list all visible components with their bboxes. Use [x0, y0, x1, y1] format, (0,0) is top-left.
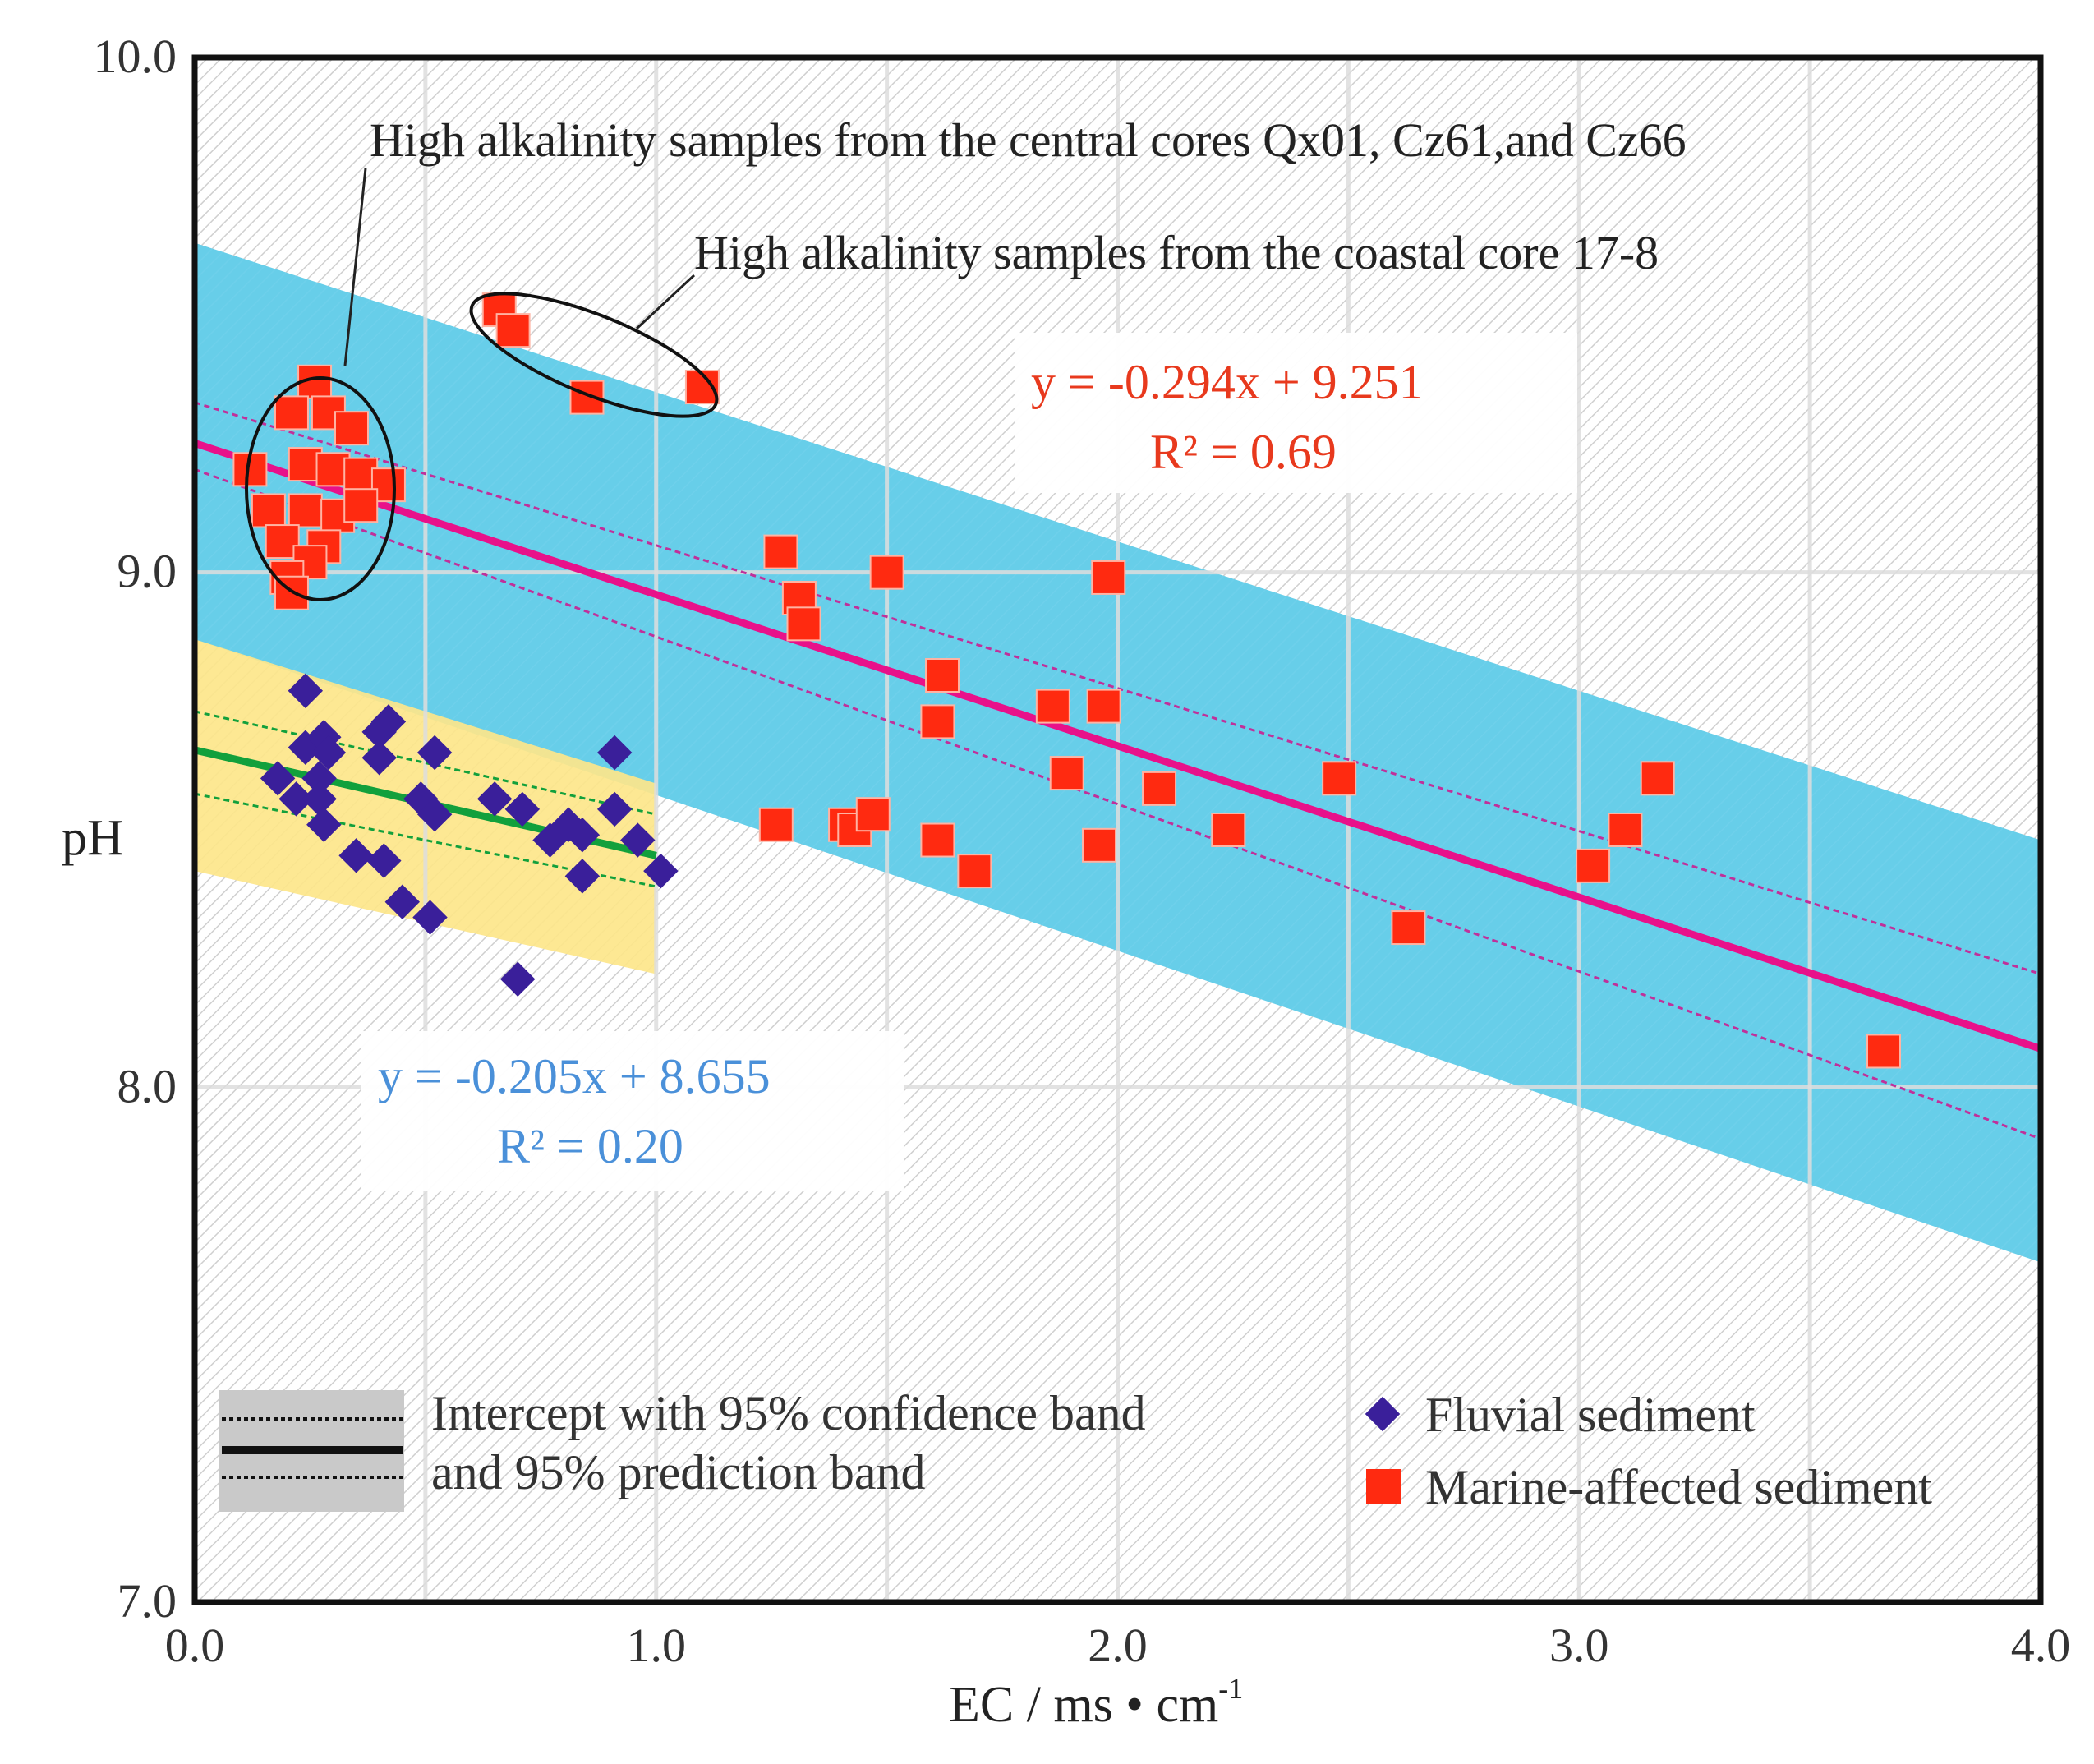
marine-point	[1082, 827, 1117, 863]
x-tick-label: 1.0	[627, 1619, 687, 1672]
legend: Intercept with 95% confidence band and 9…	[219, 1386, 1932, 1514]
marine-point	[1035, 689, 1070, 724]
marine-point	[370, 467, 406, 503]
marine-confidence-upper	[195, 401, 2041, 975]
marine-point	[1322, 761, 1357, 796]
fluvial-point	[338, 838, 374, 873]
annotation-coastal-core: High alkalinity samples from the coastal…	[694, 226, 1659, 279]
marine-point	[758, 807, 794, 842]
x-tick-label: 0.0	[165, 1619, 225, 1672]
x-tick-label: 3.0	[1549, 1619, 1609, 1672]
legend-marine-label: Marine-affected sediment	[1425, 1460, 1932, 1514]
fluvial-point	[500, 961, 536, 997]
fluvial-point	[412, 900, 448, 935]
marine-point	[1640, 761, 1675, 796]
marine-fit-line	[195, 440, 2041, 1052]
marine-r2: R² = 0.69	[1150, 425, 1337, 479]
marine-confidence-lower	[195, 467, 2041, 1140]
legend-band-text-line2: and 95% prediction band	[431, 1445, 926, 1499]
marine-point	[763, 534, 798, 569]
x-axis-label-superscript: -1	[1218, 1672, 1243, 1705]
marine-point	[957, 854, 992, 889]
y-tick-label: 9.0	[117, 545, 177, 598]
marine-point	[1142, 771, 1177, 806]
marine-point	[1086, 689, 1121, 724]
annotation-coastal-leader	[635, 274, 696, 330]
central-cluster-ellipse	[245, 376, 396, 601]
marine-point	[1091, 560, 1126, 595]
fluvial-point	[643, 853, 679, 889]
legend-fluvial-marker	[1365, 1396, 1401, 1432]
marine-point	[251, 493, 286, 528]
fluvial-equation: y = -0.205x + 8.655	[378, 1049, 771, 1103]
y-tick-label: 10.0	[94, 30, 177, 83]
legend-marine-marker	[1366, 1469, 1401, 1504]
legend-fluvial-label: Fluvial sediment	[1425, 1388, 1756, 1442]
marine-point	[925, 658, 960, 693]
y-tick-label: 7.0	[117, 1574, 177, 1628]
marine-point	[343, 488, 379, 523]
fluvial-r2: R² = 0.20	[497, 1119, 683, 1173]
fluvial-point	[384, 884, 421, 919]
fluvial-point	[564, 859, 601, 894]
x-tick-label: 4.0	[2011, 1619, 2071, 1672]
y-axis-label: pH	[62, 810, 124, 866]
fluvial-equation-box	[361, 1031, 904, 1191]
marine-point	[1608, 813, 1643, 847]
marine-point	[495, 313, 531, 348]
y-tick-label: 8.0	[117, 1059, 177, 1112]
marine-point	[288, 493, 323, 528]
annotation-central-leader	[343, 168, 367, 366]
marine-point	[920, 704, 955, 739]
marine-point	[274, 395, 309, 431]
fluvial-point	[366, 843, 402, 878]
marine-equation-box	[1015, 333, 1577, 493]
plot-frame	[191, 54, 2044, 1605]
legend-band-text-line1: Intercept with 95% confidence band	[431, 1386, 1146, 1440]
x-axis-label: EC / ms • cm-1	[949, 1672, 1243, 1733]
marine-point	[1866, 1034, 1902, 1069]
marine-point	[1391, 910, 1426, 946]
annotation-central-cores: High alkalinity samples from the central…	[370, 113, 1687, 167]
marine-point	[1211, 813, 1246, 847]
marine-point	[334, 411, 369, 446]
x-tick-label: 2.0	[1088, 1619, 1148, 1672]
marine-point	[855, 797, 891, 832]
coastal-cluster-ellipse	[469, 292, 719, 418]
marine-point	[786, 606, 821, 642]
x-axis-label-main: EC / ms • cm	[949, 1677, 1218, 1733]
marine-point	[920, 822, 955, 858]
marine-equation: y = -0.294x + 9.251	[1031, 355, 1424, 409]
marine-point	[1049, 756, 1084, 791]
marine-point	[1576, 848, 1611, 883]
marine-point	[869, 555, 904, 590]
